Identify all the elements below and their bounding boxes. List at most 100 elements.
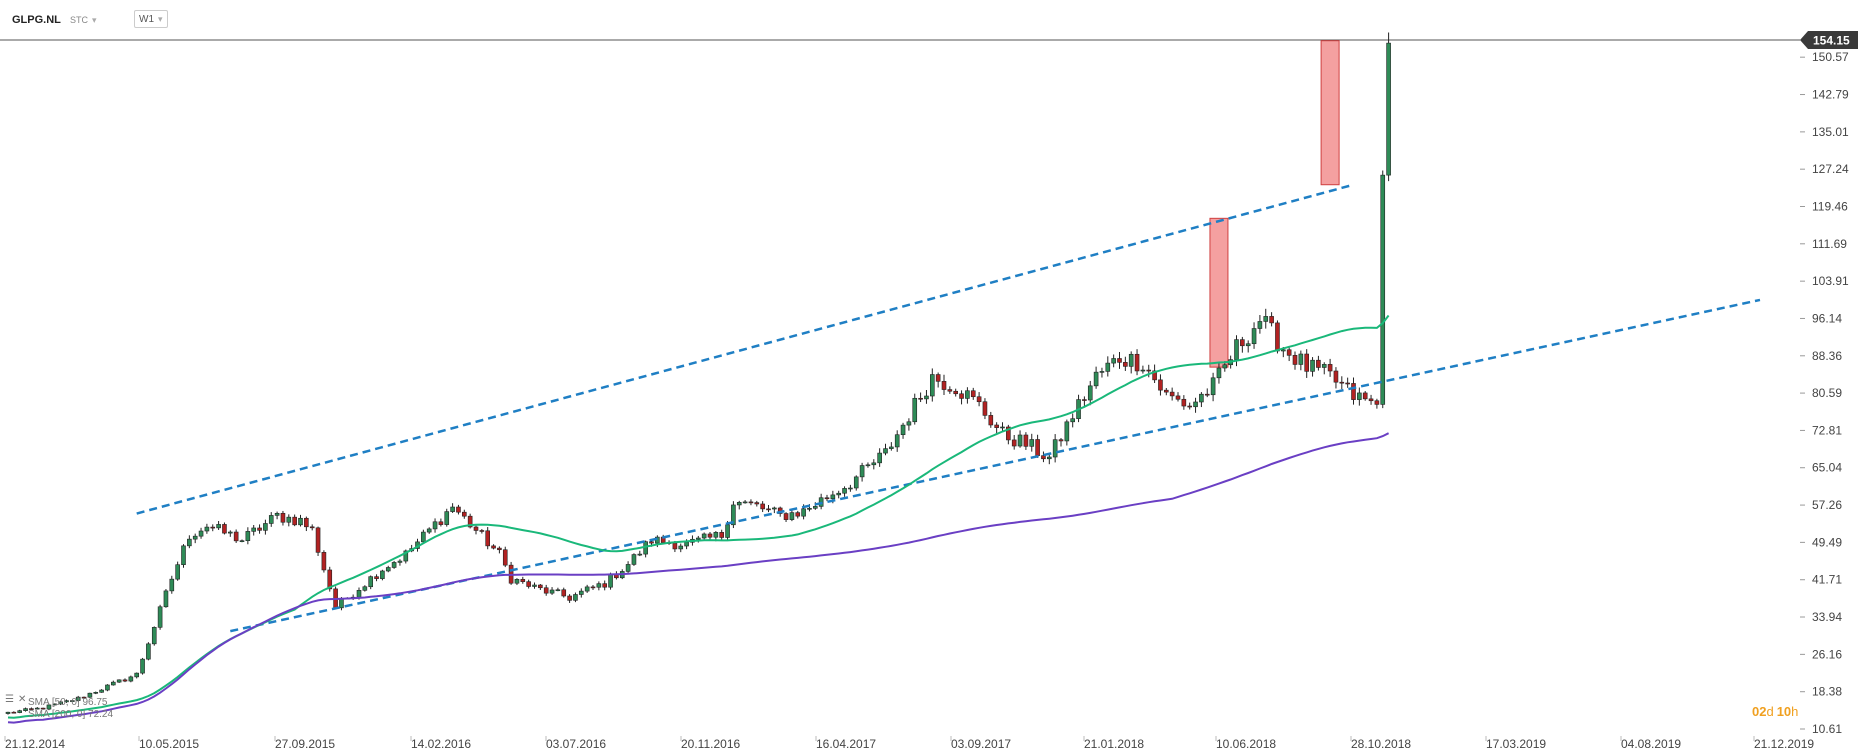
bear-candle-body	[309, 526, 315, 529]
y-tick-label: 49.49	[1812, 535, 1842, 549]
bull-candle-body	[1380, 174, 1386, 405]
candle	[602, 580, 608, 591]
chevron-down-icon[interactable]: ▾	[92, 15, 97, 25]
candle	[912, 393, 918, 425]
candle	[532, 582, 537, 589]
bull-candle-body	[1298, 353, 1304, 365]
candle	[222, 522, 227, 535]
y-tick-label: 111.69	[1812, 237, 1847, 251]
bear-candle-body	[304, 517, 309, 528]
bull-candle-body	[883, 448, 888, 454]
candle	[304, 516, 309, 532]
candle	[1058, 437, 1064, 447]
candle	[1164, 388, 1169, 396]
candle	[929, 368, 935, 402]
bear-candle-body	[1269, 316, 1274, 324]
bull-candle-body	[87, 692, 93, 698]
candle	[1275, 320, 1280, 354]
bull-candle-body	[105, 684, 110, 691]
candle	[1041, 451, 1046, 463]
bull-candle-body	[58, 701, 63, 705]
candle	[1286, 346, 1292, 362]
candle	[421, 529, 426, 544]
highlight-zone	[1320, 40, 1340, 186]
candle	[286, 514, 292, 527]
bull-candle-body	[380, 570, 385, 579]
bull-candle-body	[1111, 358, 1116, 364]
candle	[1082, 396, 1087, 407]
candle	[520, 576, 526, 584]
bear-candle-body	[1275, 322, 1280, 352]
close-icon[interactable]: ✕	[18, 694, 26, 705]
bull-candle-body	[245, 531, 251, 541]
candle	[1152, 364, 1157, 384]
bull-candle-body	[286, 516, 292, 523]
symbol-label[interactable]: GLPG.NL	[12, 14, 61, 26]
candle	[1269, 312, 1274, 327]
bear-candle-body	[947, 389, 953, 392]
candle	[584, 584, 590, 593]
candle	[64, 699, 69, 703]
bear-candle-body	[970, 390, 976, 398]
bull-candle-body	[5, 711, 11, 714]
bear-candle-body	[1169, 391, 1175, 397]
bull-candle-body	[725, 524, 730, 538]
bull-candle-body	[742, 501, 748, 504]
candle	[941, 374, 947, 396]
bull-candle-body	[444, 511, 450, 525]
bull-candle-body	[1310, 359, 1315, 372]
bull-candle-body	[631, 554, 637, 565]
candle	[1386, 32, 1391, 182]
bull-candle-body	[812, 506, 818, 509]
candle	[1052, 434, 1058, 463]
candle	[924, 390, 929, 404]
candle	[590, 584, 596, 591]
candle	[485, 527, 491, 550]
lines-icon[interactable]: ☰	[5, 694, 14, 705]
bull-candle-body	[912, 397, 918, 423]
candle	[128, 675, 134, 683]
candle	[380, 569, 385, 581]
bull-candle-body	[163, 590, 169, 608]
time-axis[interactable]: 21.12.2014 10.05.2015 27.09.2015 14.02.2016…	[4, 736, 1814, 751]
bull-candle-body	[906, 421, 912, 426]
candle	[965, 387, 970, 404]
price-axis[interactable]: 10.61 18.38 26.16 33.94 41.71 49.49 57.26 65.04…	[1800, 50, 1849, 736]
candle	[163, 589, 169, 608]
bull-candle-body	[924, 395, 929, 400]
chevron-down-icon: ▾	[158, 14, 163, 24]
candle	[824, 494, 830, 502]
bull-candle-body	[608, 573, 613, 588]
bull-candle-body	[772, 507, 777, 510]
candle	[17, 709, 23, 714]
candle	[216, 520, 221, 530]
bull-candle-body	[450, 506, 455, 512]
x-tick-label: 03.09.2017	[951, 737, 1011, 751]
candle	[1158, 374, 1163, 396]
timeframe-select[interactable]: W1 ▾	[134, 10, 168, 28]
bull-candle-body	[268, 515, 274, 524]
candle	[842, 486, 847, 497]
bull-candle-body	[859, 465, 865, 478]
bear-candle-body	[1035, 439, 1040, 456]
channel-upper-line	[136, 183, 1354, 515]
bull-candle-body	[1245, 343, 1251, 347]
bull-candle-body	[789, 512, 795, 520]
x-tick-label: 28.10.2018	[1351, 737, 1411, 751]
bull-candle-body	[397, 560, 403, 563]
sma-slow-legend[interactable]: SMA [200, 0] 72.24	[28, 709, 113, 720]
bull-candle-body	[695, 537, 701, 540]
bull-candle-body	[578, 590, 584, 595]
bull-candle-body	[584, 586, 590, 592]
bull-candle-body	[46, 704, 52, 710]
exchange-label[interactable]: STC	[70, 15, 88, 25]
candle	[1087, 380, 1093, 406]
y-tick-label: 119.46	[1812, 200, 1848, 214]
candle	[766, 505, 771, 513]
candle	[29, 707, 34, 710]
candle	[233, 529, 239, 543]
sma-fast-legend[interactable]: SMA [50, 0] 96.75	[28, 697, 108, 708]
bull-candle-body	[1017, 434, 1023, 447]
bull-candle-body	[198, 530, 204, 537]
